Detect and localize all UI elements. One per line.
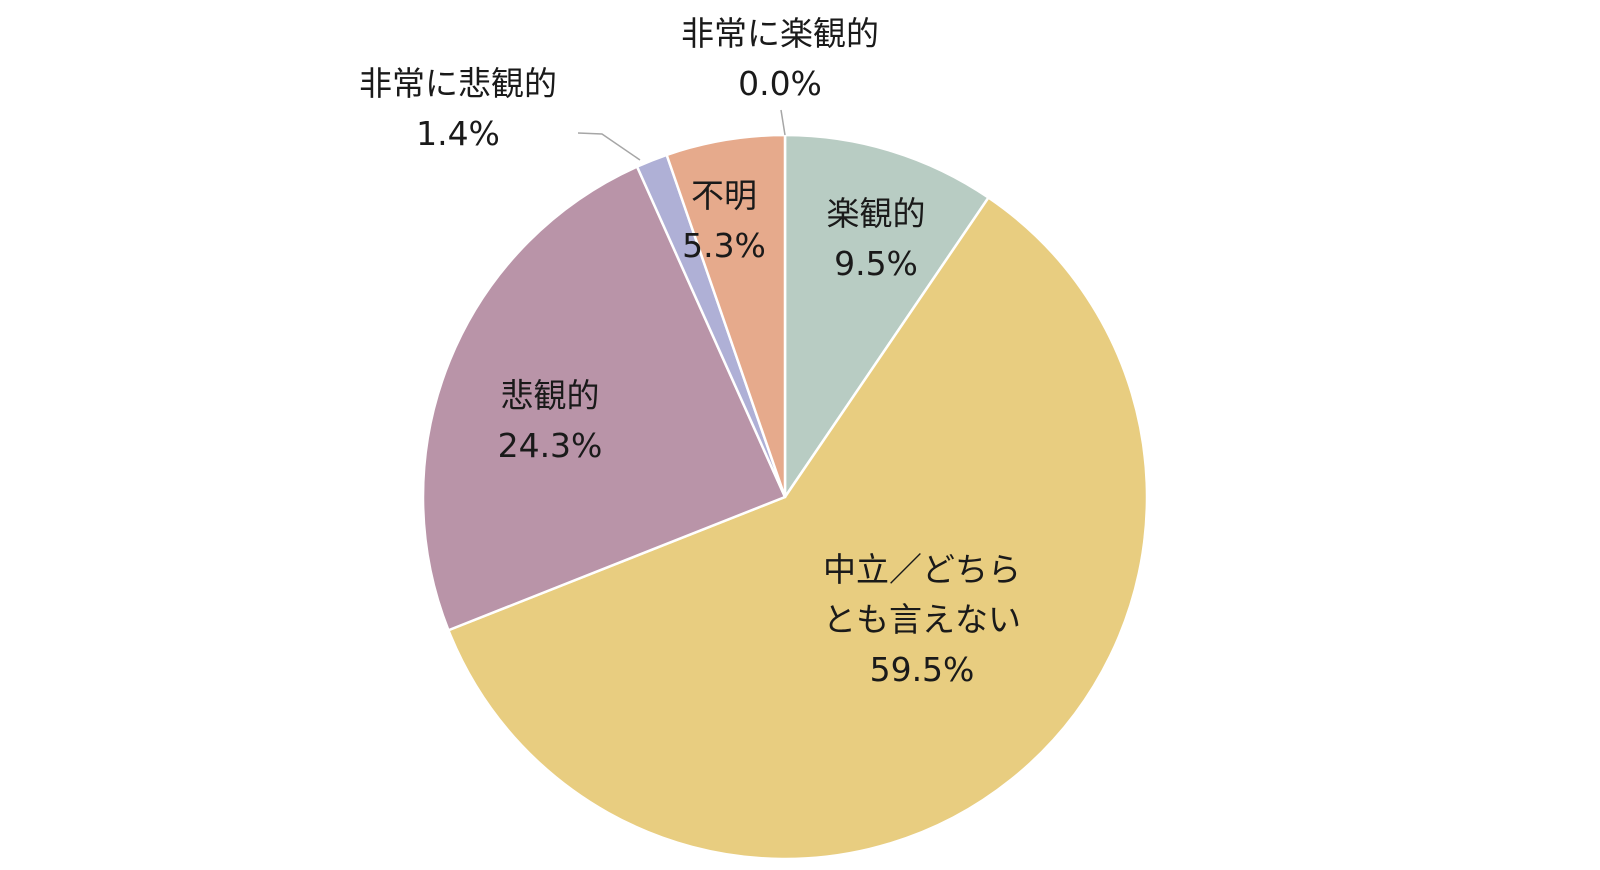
slice-label-line: 楽観的 — [827, 194, 926, 233]
pie-slice-0 — [783, 133, 990, 499]
slice-label-2: 悲観的 24.3% — [498, 376, 603, 465]
slice-labels: 楽観的 9.5% 中立／どちらとも言えない 59.5% 悲観的 24.3% 非常に悲観的 1.… — [359, 14, 1021, 689]
pie-slice-1 — [447, 196, 1149, 861]
slice-label-1: 中立／どちらとも言えない 59.5% — [823, 550, 1021, 689]
slice-label-line: 0.0% — [738, 64, 822, 103]
slice-label-line: 24.3% — [498, 426, 603, 465]
pie-slice-2 — [421, 165, 787, 632]
slice-label-3: 非常に悲観的 1.4% — [359, 64, 557, 153]
slice-label-line: とも言えない — [823, 600, 1021, 639]
pie-slices — [421, 133, 1149, 861]
slice-label-line: 1.4% — [416, 114, 500, 153]
slice-label-line: 中立／どちら — [823, 550, 1021, 589]
slice-label-line: 59.5% — [870, 650, 975, 689]
slice-label-0: 楽観的 9.5% — [827, 194, 926, 283]
slice-label-line: 非常に悲観的 — [359, 64, 557, 103]
slice-label-line: 不明 — [691, 176, 757, 215]
slice-label-line: 9.5% — [834, 244, 918, 283]
leader-line-5 — [780, 109, 786, 136]
slice-label-5: 非常に楽観的 0.0% — [681, 14, 879, 103]
slice-label-line: 5.3% — [682, 226, 766, 265]
slice-label-line: 悲観的 — [501, 376, 600, 415]
slice-label-line: 非常に楽観的 — [681, 14, 879, 53]
slice-label-4: 不明 5.3% — [682, 176, 766, 265]
leader-line-3 — [577, 132, 641, 161]
leader-lines — [577, 109, 786, 161]
